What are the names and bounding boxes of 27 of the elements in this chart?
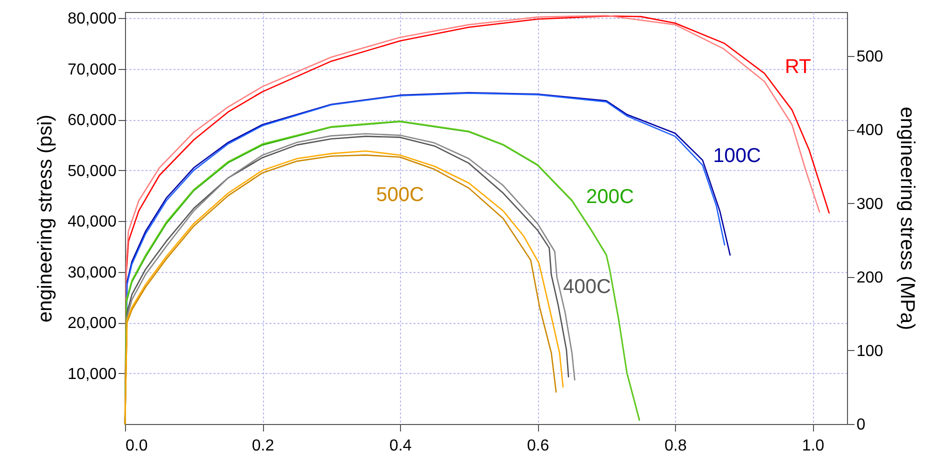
y-tick-label: 50,000 bbox=[68, 162, 117, 180]
series-label: 500C bbox=[376, 184, 424, 206]
y-tick-label: 20,000 bbox=[68, 315, 117, 332]
x-tick-label: 0.8 bbox=[664, 438, 687, 453]
x-tick-label: 0.0 bbox=[126, 438, 148, 453]
x-tick-label: 0.4 bbox=[389, 438, 412, 453]
y2-tick-label: 100 bbox=[856, 342, 884, 360]
y2-tick-label: 0 bbox=[856, 416, 866, 434]
y2-tick-label: 200 bbox=[856, 269, 884, 286]
series-label: 100C bbox=[713, 145, 761, 167]
y-tick-label: 30,000 bbox=[68, 264, 117, 282]
y-tick-label: 80,000 bbox=[68, 10, 117, 28]
x-tick-label: 0.2 bbox=[252, 438, 274, 453]
x-tick-label: 0.6 bbox=[526, 438, 550, 453]
y-axis-title: engineering stress (psi) bbox=[34, 114, 57, 322]
series-label: RT bbox=[784, 56, 812, 78]
y2-tick-label: 400 bbox=[856, 122, 884, 140]
series-label: 200C bbox=[586, 186, 634, 208]
y-tick-label: 60,000 bbox=[68, 112, 117, 130]
series-label: 400C bbox=[563, 276, 611, 298]
y-tick-label: 70,000 bbox=[68, 61, 117, 78]
y-tick-label: 10,000 bbox=[68, 366, 117, 383]
x-tick-label: 1.0 bbox=[802, 438, 824, 453]
y-tick-label: 40,000 bbox=[68, 214, 117, 231]
y2-tick-label: 500 bbox=[856, 48, 884, 66]
y2-tick-label: 300 bbox=[856, 196, 884, 213]
y2-axis-title: engineering stress (MPa) bbox=[896, 106, 918, 330]
